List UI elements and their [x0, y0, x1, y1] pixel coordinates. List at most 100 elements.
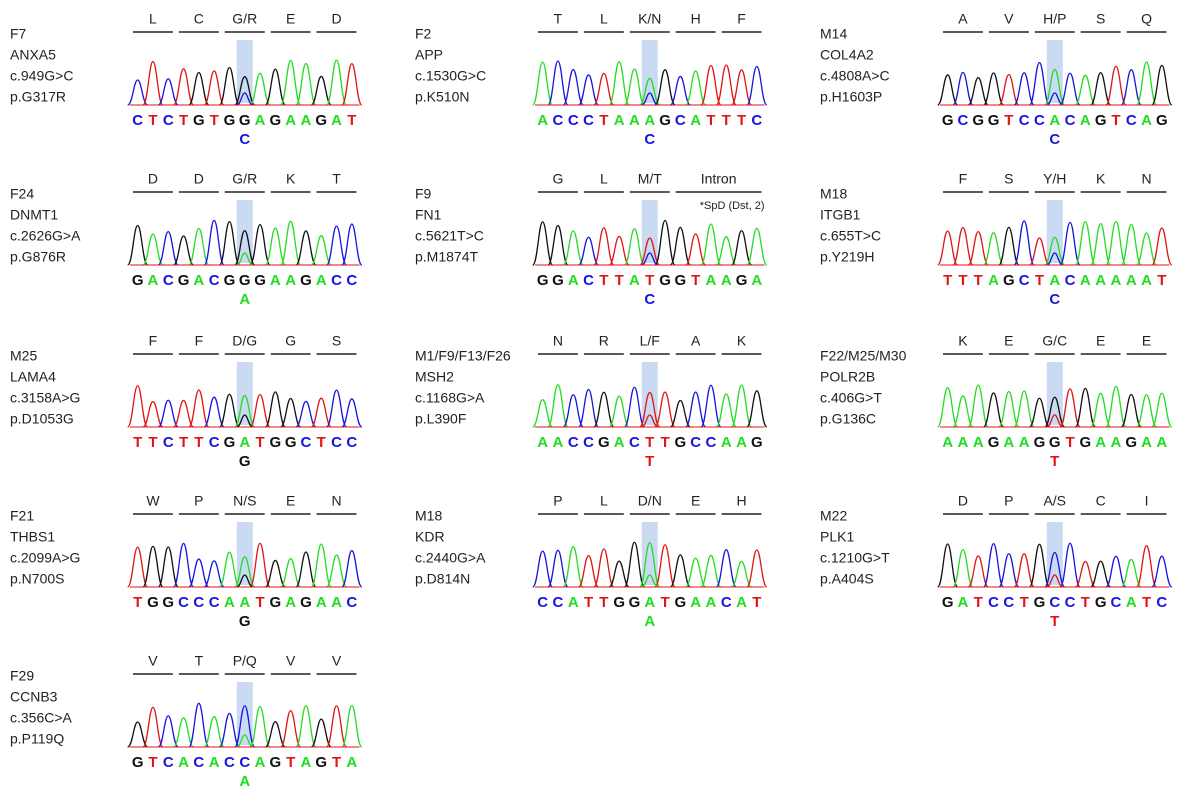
- amino-acid: E: [286, 11, 295, 27]
- amino-acid: A: [958, 11, 968, 27]
- amino-acid: M/T: [638, 171, 663, 187]
- base-call: A: [537, 434, 548, 451]
- amino-acid: C: [1096, 493, 1106, 509]
- trace-peak: [655, 392, 675, 427]
- base-call: C: [568, 112, 579, 129]
- base-call: C: [163, 754, 174, 771]
- panel: F9FN1c.5621T>Cp.M1874TGLM/TIntron*SpD (D…: [415, 171, 767, 308]
- trace-peak: [128, 386, 148, 427]
- trace-peak: [655, 545, 675, 587]
- panel-sample: M25: [10, 348, 37, 364]
- amino-acid: S: [1004, 171, 1013, 187]
- base-call: A: [706, 272, 717, 289]
- trace-peak: [938, 544, 958, 587]
- trace-peak: [1075, 561, 1095, 587]
- trace-peak: [219, 67, 239, 105]
- base-call: G: [675, 434, 687, 451]
- base-call: C: [346, 594, 357, 611]
- base-call: T: [752, 594, 761, 611]
- trace-peak: [342, 706, 362, 747]
- panel-sample: M18: [820, 186, 847, 202]
- trace-peak: [533, 400, 553, 427]
- base-call: A: [1080, 272, 1091, 289]
- base-call: G: [1034, 434, 1046, 451]
- trace-peak: [938, 388, 958, 427]
- base-call: G: [675, 272, 687, 289]
- base-call: G: [178, 272, 190, 289]
- base-call: G: [270, 754, 282, 771]
- amino-acid: S: [332, 333, 341, 349]
- panel-sample: M14: [820, 26, 847, 42]
- trace-peak: [701, 555, 721, 587]
- trace-peak: [563, 547, 583, 587]
- base-call: A: [346, 754, 357, 771]
- trace-peak: [189, 228, 209, 265]
- mutant-base: A: [644, 613, 655, 630]
- trace-peak: [938, 231, 958, 265]
- trace-peak: [1060, 223, 1080, 265]
- trace-peak: [1137, 546, 1157, 587]
- trace-peak: [1121, 560, 1141, 587]
- panel: F2APPc.1530G>Cp.K510NTLK/NHFACCCTAAAGCAT…: [415, 11, 767, 148]
- panel: M14COL4A2c.4808A>Cp.H1603PAVH/PSQGCGGTCC…: [820, 11, 1172, 148]
- panel-protein: p.D814N: [415, 571, 470, 587]
- panel-cdna: c.356C>A: [10, 710, 73, 726]
- panel-gene: POLR2B: [820, 369, 875, 385]
- amino-acid: P: [194, 493, 203, 509]
- trace-peak: [204, 561, 224, 587]
- panel-sample: F29: [10, 668, 34, 684]
- base-call: C: [690, 434, 701, 451]
- mutant-base: C: [644, 131, 655, 148]
- base-call: A: [736, 434, 747, 451]
- amino-acid: A: [691, 333, 701, 349]
- base-call: C: [721, 594, 732, 611]
- amino-acid: K: [286, 171, 296, 187]
- panel-protein: p.G317R: [10, 89, 66, 105]
- base-call: C: [346, 434, 357, 451]
- base-call: C: [331, 272, 342, 289]
- annotation: *SpD (Dst, 2): [700, 200, 765, 212]
- amino-acid: T: [554, 11, 563, 27]
- trace-peak: [953, 396, 973, 427]
- panel-sample: F21: [10, 508, 34, 524]
- amino-acid: L: [600, 11, 608, 27]
- mutant-base: A: [239, 773, 250, 790]
- amino-acid: F: [959, 171, 968, 187]
- base-call: G: [270, 112, 282, 129]
- trace-peak: [250, 395, 270, 427]
- panel-sample: F24: [10, 186, 34, 202]
- trace-peak: [143, 546, 163, 587]
- trace-peak: [533, 551, 553, 587]
- panel: M1/F9/F13/F26MSH2c.1168G>Ap.L390FNRL/FAK…: [415, 333, 767, 470]
- base-call: A: [285, 272, 296, 289]
- base-call: T: [255, 594, 264, 611]
- trace-peak: [296, 552, 316, 587]
- base-call: A: [331, 112, 342, 129]
- base-call: A: [1126, 594, 1137, 611]
- trace-peak: [281, 399, 301, 427]
- amino-acid: W: [146, 493, 160, 509]
- trace-peak: [128, 547, 148, 587]
- trace-peak: [548, 226, 568, 265]
- mutant-base: G: [239, 613, 251, 630]
- trace-peak: [563, 70, 583, 105]
- amino-acid: F: [149, 333, 158, 349]
- trace-peak: [219, 552, 239, 587]
- amino-acid: G/R: [232, 11, 257, 27]
- amino-acid: E: [1142, 333, 1151, 349]
- mutant-base: T: [1050, 453, 1059, 470]
- base-call: T: [1157, 272, 1166, 289]
- base-call: G: [300, 594, 312, 611]
- panel: M18ITGB1c.655T>Cp.Y219HFSY/HKNTTTAGCTACA…: [820, 171, 1172, 308]
- base-call: T: [943, 272, 952, 289]
- trace-peak: [327, 555, 347, 587]
- amino-acid: C: [194, 11, 204, 27]
- trace-peak: [327, 706, 347, 747]
- trace-peak: [1014, 221, 1034, 265]
- trace-peak: [686, 392, 706, 427]
- base-call: C: [132, 112, 143, 129]
- trace-peak: [984, 393, 1004, 427]
- base-call: T: [347, 112, 356, 129]
- base-call: A: [270, 272, 281, 289]
- trace-peak: [1121, 224, 1141, 265]
